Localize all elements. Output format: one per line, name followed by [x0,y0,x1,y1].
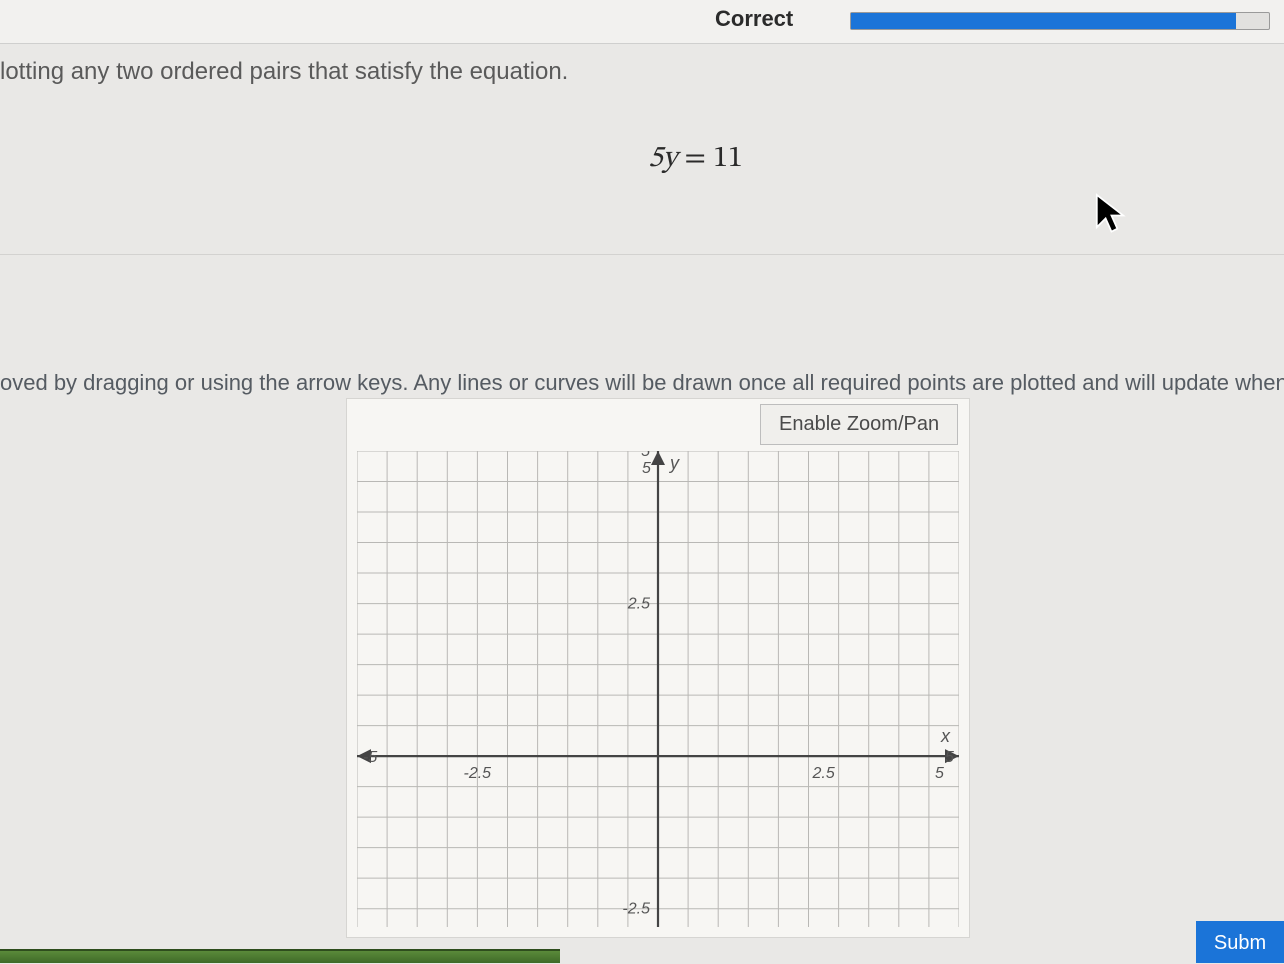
svg-text:5: 5 [945,749,954,766]
svg-text:-2.5: -2.5 [464,765,492,782]
svg-text:5: 5 [641,451,650,460]
cursor-icon [1092,192,1128,236]
svg-text:-2.5: -2.5 [622,901,650,918]
equation-eq: = [684,144,706,174]
svg-text:2.5: 2.5 [812,765,835,782]
question-prompt: lotting any two ordered pairs that satis… [0,58,568,86]
svg-text:5: 5 [642,460,651,477]
equation-lhs: 5y [648,144,677,174]
status-label: Correct [715,6,793,32]
equation-rhs: 11 [713,144,743,174]
svg-text:-5: -5 [363,749,377,766]
header-bar: Correct [0,0,1284,44]
svg-text:2.5: 2.5 [627,596,650,613]
graph-plot-area[interactable]: -5-2.52.55-2.52.55xy55 [357,451,959,927]
section-divider [0,254,1284,255]
equation-display: 5y = 11 [648,140,743,178]
submit-button[interactable]: Subm [1196,921,1284,963]
svg-text:x: x [940,726,951,746]
graph-instructions: oved by dragging or using the arrow keys… [0,370,1284,396]
progress-bar [850,12,1270,30]
svg-text:y: y [668,453,680,473]
cartesian-grid[interactable]: -5-2.52.55-2.52.55xy55 [357,451,959,927]
window-bottom-edge [0,949,560,963]
graph-panel: -5-2.52.55-2.52.55xy55 [346,398,970,938]
svg-text:5: 5 [935,765,944,782]
enable-zoom-pan-button[interactable]: Enable Zoom/Pan [760,404,958,445]
progress-fill [851,13,1236,29]
